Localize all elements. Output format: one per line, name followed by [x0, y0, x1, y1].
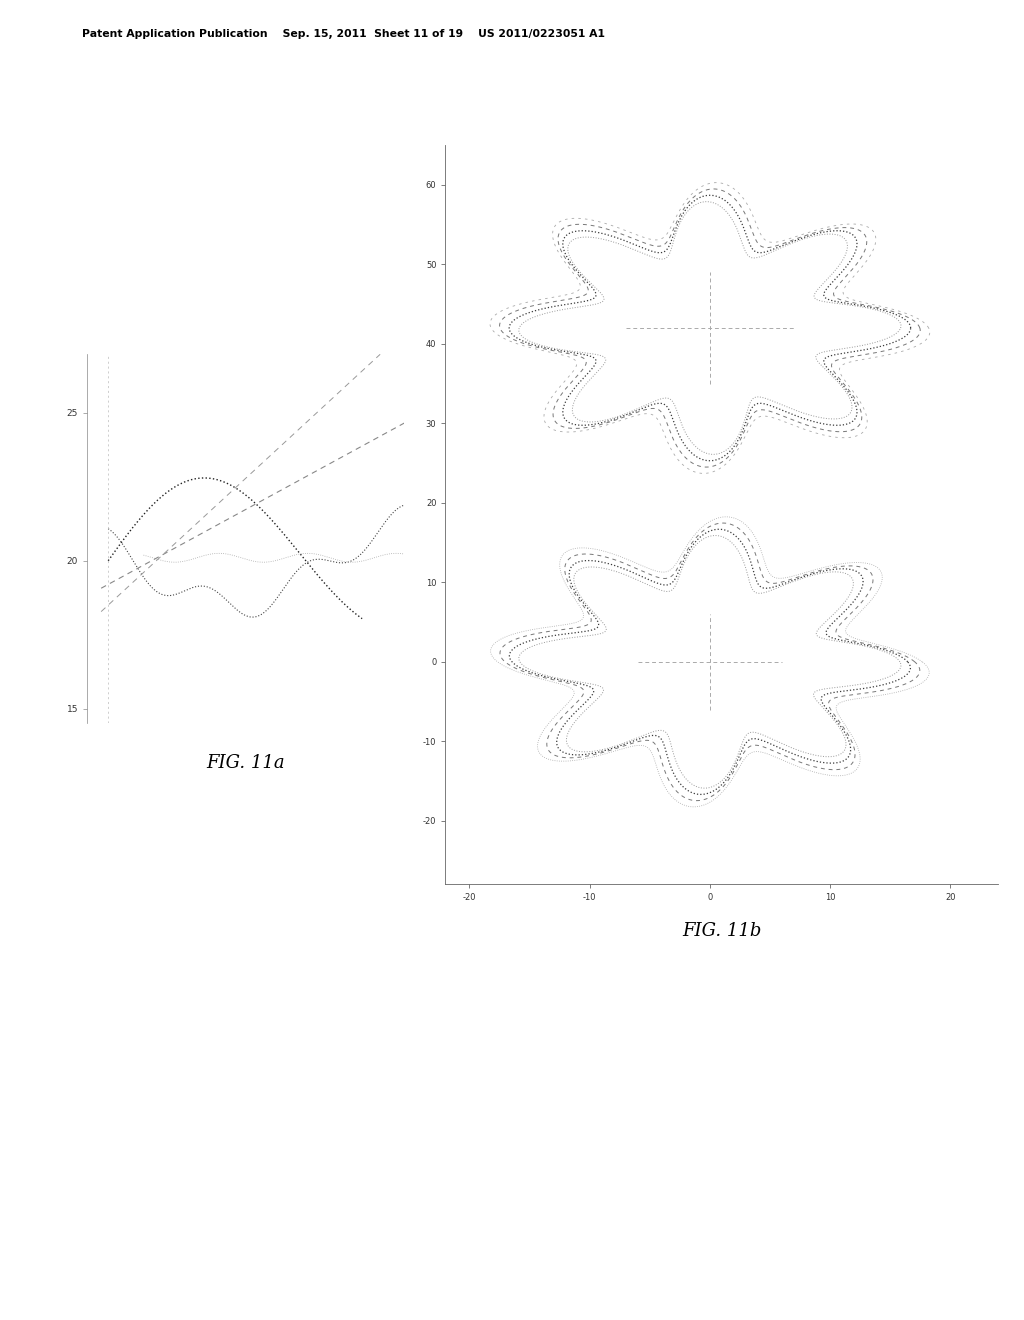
Text: Patent Application Publication    Sep. 15, 2011  Sheet 11 of 19    US 2011/02230: Patent Application Publication Sep. 15, …	[82, 29, 605, 40]
Text: FIG. 11b: FIG. 11b	[682, 923, 762, 940]
Text: FIG. 11a: FIG. 11a	[207, 754, 285, 772]
